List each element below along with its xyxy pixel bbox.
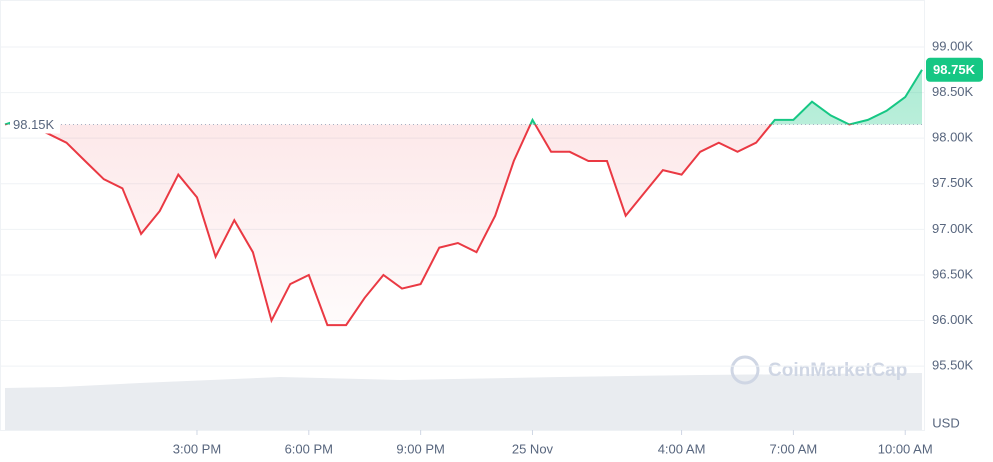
current-price-tag [926,57,983,82]
x-tick-label: 4:00 AM [658,441,706,456]
x-tick-label: 25 Nov [512,441,554,456]
baseline-label-bg [10,115,60,134]
y-tick-label: 98.50K [932,84,974,99]
x-tick-label: 6:00 PM [285,441,333,456]
current-price-label: 98.75K [933,62,976,77]
y-tick-label: 95.50K [932,358,974,373]
y-tick-label: 96.50K [932,266,974,281]
plot-frame [0,0,925,431]
area-down [5,124,922,326]
y-tick-label: 97.00K [932,221,974,236]
x-tick-label: 10:00 AM [878,441,933,456]
x-tick-label: 9:00 PM [396,441,444,456]
watermark: CoinMarketCap [730,355,907,385]
watermark-text: CoinMarketCap [768,360,907,381]
volume-area [5,373,922,430]
x-tick-label: 7:00 AM [770,441,818,456]
price-line-down [4,124,854,327]
area-up [5,69,922,125]
y-tick-label: 98.00K [932,130,974,145]
y-tick-label: 96.00K [932,312,974,327]
baseline-label: 98.15K [13,117,55,132]
y-tick-label: 97.50K [932,175,974,190]
x-tick-label: 3:00 PM [173,441,221,456]
y-tick-label: 99.00K [932,38,974,53]
unit-label: USD [932,415,959,430]
